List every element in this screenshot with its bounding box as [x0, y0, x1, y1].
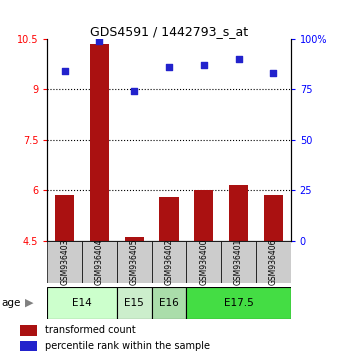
Text: GSM936402: GSM936402	[165, 239, 173, 285]
Text: GSM936403: GSM936403	[60, 239, 69, 285]
Point	[131, 88, 137, 94]
Bar	[160, 197, 178, 241]
Bar	[90, 44, 109, 241]
Text: age: age	[2, 298, 21, 308]
Bar	[125, 238, 144, 241]
Bar	[47, 287, 117, 319]
Text: GSM936404: GSM936404	[95, 239, 104, 285]
Bar	[152, 241, 186, 283]
Bar	[55, 195, 74, 241]
Bar	[47, 241, 82, 283]
Point	[166, 64, 172, 70]
Point	[62, 68, 67, 74]
Text: E17.5: E17.5	[224, 298, 254, 308]
Text: percentile rank within the sample: percentile rank within the sample	[45, 341, 210, 352]
Bar	[117, 241, 152, 283]
Bar	[221, 241, 256, 283]
Text: E16: E16	[159, 298, 179, 308]
Text: E14: E14	[72, 298, 92, 308]
Bar	[152, 287, 186, 319]
Text: GSM936400: GSM936400	[199, 239, 208, 285]
Bar	[229, 185, 248, 241]
Text: transformed count: transformed count	[45, 325, 136, 336]
Bar	[20, 325, 38, 336]
Text: E15: E15	[124, 298, 144, 308]
Point	[201, 62, 207, 68]
Bar	[186, 241, 221, 283]
Bar	[256, 241, 291, 283]
Point	[97, 38, 102, 44]
Bar	[264, 195, 283, 241]
Bar	[82, 241, 117, 283]
Point	[271, 70, 276, 76]
Bar	[186, 287, 291, 319]
Bar	[117, 287, 152, 319]
Bar	[20, 341, 38, 352]
Text: GSM936405: GSM936405	[130, 239, 139, 285]
Text: ▶: ▶	[25, 298, 33, 308]
Point	[236, 56, 241, 62]
Title: GDS4591 / 1442793_s_at: GDS4591 / 1442793_s_at	[90, 25, 248, 38]
Text: GSM936406: GSM936406	[269, 239, 278, 285]
Bar	[194, 190, 213, 241]
Text: GSM936401: GSM936401	[234, 239, 243, 285]
